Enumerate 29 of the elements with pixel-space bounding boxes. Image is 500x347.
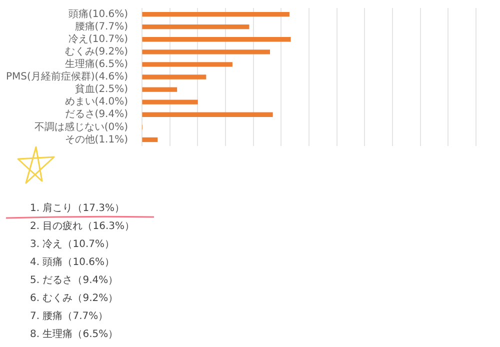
text: 7. 腰痛（7.7%） [30,310,110,324]
bar [142,74,206,80]
y-tick-label: 頭痛(10.6%) [68,8,128,20]
bar [142,12,290,17]
text: 8. 生理痛（6.5%） [30,328,120,342]
bar [142,87,178,92]
bar [142,137,158,142]
bar [142,62,232,67]
text: 5. だるさ（9.4%） [30,274,120,288]
bar [142,100,198,104]
y-tick-label: だるさ(9.4%) [64,109,128,120]
y-tick-label: PMS(月経前症候群)(4.6%) [6,70,128,83]
y-tick-label: 生理痛(6.5%) [64,58,128,70]
text: 3. 冷え（10.7%） [30,238,116,252]
bar [142,24,250,30]
y-tick-label: 腰痛(7.7%) [74,20,128,32]
y-tick-label: 冷え(10.7%) [68,32,128,45]
bar [142,112,273,117]
text: 4. 頭痛（10.6%） [30,256,116,270]
y-tick-label: 貧血(2.5%) [74,83,128,96]
y-tick-label: めまい(4.0%) [64,96,128,108]
text: 2. 目の疲れ（16.3%） [30,220,134,234]
text: 1. 肩こり（17.3%） [30,202,126,216]
bar [142,50,270,54]
text: 6. むくみ（9.2%） [30,292,120,306]
y-tick-label: むくみ(9.2%) [64,46,128,58]
y-tick-label: その他(1.1%) [64,133,128,146]
y-tick-label: 不調は感じない(0%) [34,120,128,133]
bar [142,37,291,42]
